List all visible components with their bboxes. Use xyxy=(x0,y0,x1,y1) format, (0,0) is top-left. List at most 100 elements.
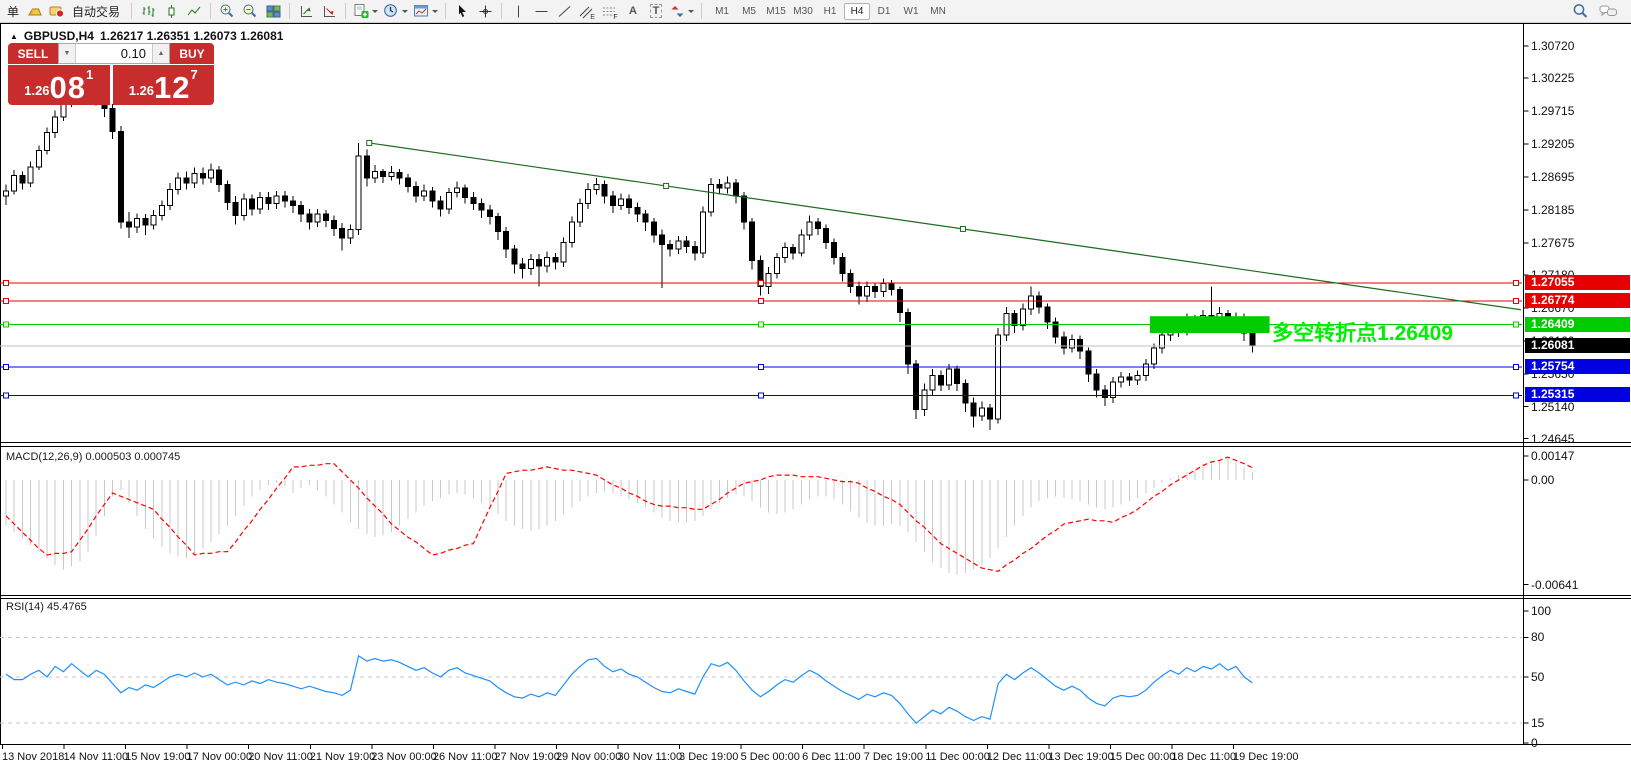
candlestick-chart-button[interactable] xyxy=(160,1,182,21)
time-axis-label: 6 Dec 11:00 xyxy=(802,751,861,763)
dropdown-caret-icon xyxy=(402,10,409,16)
candlestick-chart-icon xyxy=(164,4,179,19)
time-axis-label: 27 Nov 19:00 xyxy=(494,751,560,763)
sell-price-prefix: 1.26 xyxy=(24,83,50,98)
timeframe-W1[interactable]: W1 xyxy=(903,5,919,17)
timeframe-D1[interactable]: D1 xyxy=(877,5,891,17)
search-button[interactable] xyxy=(1569,1,1591,21)
horizontal-line-button[interactable] xyxy=(530,1,552,21)
bar-chart-button[interactable] xyxy=(137,1,159,21)
one-click-trading-panel: SELL ▼ 0.10 ▲ BUY 1.26 08 1 1.26 12 7 xyxy=(8,43,214,105)
indicator-window-up-button[interactable] xyxy=(295,1,317,21)
macd-signal-line xyxy=(5,456,1253,572)
rsi-axis-tick: 80 xyxy=(1531,630,1545,645)
zoom-in-button[interactable] xyxy=(216,1,238,21)
rsi-axis-tick: 100 xyxy=(1531,603,1552,618)
fibonacci-button[interactable]: F xyxy=(599,1,621,21)
price-axis-tick: 1.27675 xyxy=(1531,235,1575,250)
trendline-icon xyxy=(557,4,572,19)
price-tag-1.25315: 1.25315 xyxy=(1525,387,1630,403)
bar-chart-icon xyxy=(141,4,156,19)
toolbar-separator xyxy=(445,3,447,19)
timeframe-H1[interactable]: H1 xyxy=(823,5,837,17)
cursor-button[interactable] xyxy=(451,1,473,21)
order-menu-label[interactable]: 单 xyxy=(7,4,20,19)
channel-sub-label: E xyxy=(590,14,595,21)
timeframe-MN[interactable]: MN xyxy=(930,5,946,17)
price-axis-tick: 1.30225 xyxy=(1531,70,1575,85)
trendline-button[interactable] xyxy=(553,1,575,21)
price-tag-1.26774: 1.26774 xyxy=(1525,293,1630,309)
autotrading-label: 自动交易 xyxy=(72,4,121,19)
sell-price-display[interactable]: 1.26 08 1 xyxy=(8,65,110,105)
text-tool-button[interactable]: A xyxy=(622,1,644,21)
text-tool-icon: A xyxy=(629,5,637,17)
tile-windows-button[interactable] xyxy=(262,1,284,21)
price-axis-tick: 1.29205 xyxy=(1531,136,1575,151)
time-axis-label: 15 Dec 00:00 xyxy=(1109,751,1176,763)
crosshair-button[interactable] xyxy=(474,1,496,21)
toolbar-separator xyxy=(345,3,347,19)
timeframe-M5[interactable]: M5 xyxy=(742,5,756,17)
timeframe-M15[interactable]: M15 xyxy=(766,5,786,17)
add-indicator-icon xyxy=(353,3,369,19)
time-axis-label: 23 Nov 00:00 xyxy=(371,751,437,763)
text-label-icon: T xyxy=(649,4,663,18)
candlestick-series xyxy=(3,84,1256,431)
dropdown-caret-icon xyxy=(688,10,695,16)
buy-price-sup: 7 xyxy=(190,67,198,82)
toolbar-separator xyxy=(289,3,291,19)
zoom-in-icon xyxy=(219,3,235,19)
fibonacci-icon xyxy=(602,4,616,19)
turning-point-zone-rect[interactable] xyxy=(1149,316,1270,334)
buy-price-prefix: 1.26 xyxy=(128,83,155,98)
time-axis-label: 30 Nov 11:00 xyxy=(617,751,683,763)
chat-button[interactable] xyxy=(1597,1,1620,21)
collapse-panel-icon[interactable]: ▲ xyxy=(10,31,18,41)
time-axis-label: 13 Nov 2018 xyxy=(2,751,65,763)
vertical-line-icon xyxy=(512,4,525,19)
time-axis-label: 13 Dec 19:00 xyxy=(1048,751,1114,763)
line-chart-button[interactable] xyxy=(183,1,205,21)
periods-button[interactable] xyxy=(381,1,410,21)
sell-button[interactable]: SELL xyxy=(8,43,58,64)
time-axis-label: 5 Dec 00:00 xyxy=(740,751,800,763)
macd-axis-tick: 0.00 xyxy=(1531,472,1555,487)
turning-point-annotation[interactable]: 多空转折点1.26409 xyxy=(1272,321,1453,345)
timeframe-M1[interactable]: M1 xyxy=(715,5,729,17)
price-tag-1.26409: 1.26409 xyxy=(1525,316,1630,332)
symbol-ohlc-values: 1.26217 1.26351 1.26073 1.26081 xyxy=(99,29,284,43)
descending-trendline[interactable] xyxy=(366,139,1522,311)
timeframe-group: M1 M5 M15 M30 H1 H4 D1 W1 MN xyxy=(709,2,951,20)
add-indicator-button[interactable] xyxy=(351,1,380,21)
autotrading-button[interactable]: 自动交易 xyxy=(47,1,126,21)
volume-value[interactable]: 0.10 xyxy=(120,46,146,61)
toolbar: 单 自动交易 xyxy=(0,0,1631,23)
equidistant-channel-icon xyxy=(579,4,593,19)
time-axis-label: 17 Nov 00:00 xyxy=(186,751,253,763)
timeframe-M30[interactable]: M30 xyxy=(793,5,813,17)
clock-icon xyxy=(383,3,399,19)
search-icon xyxy=(1572,3,1589,20)
buy-price-display[interactable]: 1.26 12 7 xyxy=(112,65,214,105)
channel-button[interactable]: E xyxy=(576,1,598,21)
templates-button[interactable] xyxy=(411,1,440,21)
text-label-button[interactable]: T xyxy=(645,1,667,21)
rsi-indicator-label: RSI(14) 45.4765 xyxy=(6,601,87,613)
time-axis-label: 3 Dec 19:00 xyxy=(679,751,739,763)
volume-stepper: ▼ 0.10 ▲ xyxy=(58,43,170,64)
fibonacci-sub-label: F xyxy=(613,14,618,21)
buy-button[interactable]: BUY xyxy=(170,43,214,64)
volume-decrease-button[interactable]: ▼ xyxy=(59,44,76,63)
arrows-button[interactable] xyxy=(668,1,696,21)
price-axis-tick: 1.28185 xyxy=(1531,202,1575,217)
indicator-window-down-button[interactable] xyxy=(318,1,340,21)
zoom-out-button[interactable] xyxy=(239,1,261,21)
time-axis-label: 21 Nov 19:00 xyxy=(309,751,376,763)
timeframe-H4[interactable]: H4 xyxy=(844,2,871,20)
new-order-button[interactable] xyxy=(24,1,46,21)
vertical-line-button[interactable] xyxy=(507,1,529,21)
volume-increase-button[interactable]: ▲ xyxy=(152,44,169,63)
